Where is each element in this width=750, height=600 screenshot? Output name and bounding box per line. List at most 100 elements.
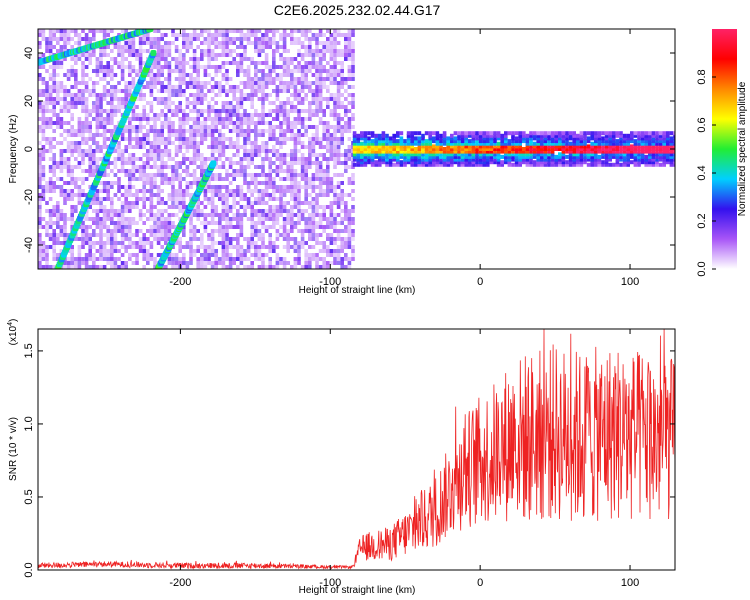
- band-cell: [432, 147, 436, 151]
- noise-cell: [41, 129, 46, 133]
- band-cell: [529, 133, 533, 138]
- noise-cell: [138, 57, 143, 61]
- noise-cell: [192, 133, 197, 137]
- band-cell: [500, 160, 504, 165]
- noise-cell: [275, 221, 280, 225]
- noise-cell: [232, 97, 236, 101]
- noise-cell: [178, 217, 182, 221]
- noise-cell: [300, 133, 305, 137]
- noise-cell: [322, 121, 326, 125]
- band-cell: [579, 139, 584, 144]
- noise-cell: [110, 129, 114, 133]
- noise-cell: [84, 101, 89, 105]
- band-cell: [432, 149, 436, 154]
- noise-cell: [146, 149, 150, 153]
- noise-cell: [102, 181, 107, 185]
- noise-cell: [228, 165, 233, 169]
- band-cell: [612, 141, 616, 146]
- noise-cell: [243, 113, 247, 117]
- noise-cell: [131, 129, 136, 133]
- noise-cell: [160, 197, 164, 201]
- band-cell: [604, 136, 609, 141]
- noise-cell: [138, 217, 143, 221]
- noise-cell: [196, 157, 200, 161]
- noise-cell: [268, 29, 272, 33]
- noise-cell: [160, 53, 164, 57]
- noise-cell: [290, 105, 294, 109]
- band-cell: [496, 133, 501, 138]
- noise-cell: [113, 245, 118, 249]
- noise-cell: [261, 133, 265, 137]
- noise-cell: [92, 109, 96, 113]
- noise-cell: [275, 257, 280, 261]
- noise-cell: [351, 233, 355, 237]
- band-cell: [370, 160, 375, 165]
- noise-cell: [164, 221, 168, 225]
- noise-cell: [171, 201, 175, 205]
- noise-cell: [347, 109, 352, 113]
- noise-cell: [214, 213, 218, 217]
- noise-cell: [243, 109, 247, 113]
- noise-cell: [351, 105, 355, 109]
- noise-cell: [221, 197, 226, 201]
- band-cell: [536, 144, 540, 149]
- noise-cell: [142, 237, 146, 241]
- noise-cell: [178, 185, 182, 189]
- band-cell: [547, 149, 551, 154]
- noise-cell: [300, 109, 305, 113]
- noise-cell: [174, 133, 179, 137]
- band-cell: [457, 147, 461, 151]
- band-cell: [633, 139, 638, 144]
- noise-cell: [192, 173, 197, 177]
- noise-cell: [207, 113, 211, 117]
- noise-cell: [149, 185, 154, 189]
- band-cell: [568, 162, 573, 167]
- noise-cell: [290, 217, 294, 221]
- noise-cell: [272, 57, 276, 61]
- noise-cell: [142, 213, 146, 217]
- noise-cell: [308, 69, 312, 73]
- noise-cell: [59, 241, 64, 245]
- noise-cell: [297, 253, 301, 257]
- noise-cell: [135, 105, 139, 109]
- noise-cell: [225, 53, 229, 57]
- noise-cell: [167, 45, 172, 49]
- noise-cell: [268, 173, 272, 177]
- noise-cell: [210, 133, 215, 137]
- noise-cell: [138, 137, 143, 141]
- noise-cell: [92, 89, 96, 93]
- noise-cell: [311, 53, 316, 57]
- noise-cell: [344, 57, 348, 61]
- noise-cell: [63, 229, 67, 233]
- noise-cell: [142, 161, 146, 165]
- noise-cell: [250, 245, 254, 249]
- noise-cell: [142, 249, 146, 253]
- band-cell: [662, 141, 666, 146]
- noise-cell: [48, 185, 53, 189]
- noise-cell: [38, 193, 42, 197]
- noise-cell: [293, 245, 298, 249]
- band-cell: [662, 160, 666, 165]
- band-cell: [540, 139, 544, 144]
- noise-cell: [236, 89, 240, 93]
- noise-cell: [322, 53, 326, 57]
- band-cell: [669, 157, 674, 162]
- band-cell: [597, 141, 602, 146]
- noise-cell: [70, 97, 74, 101]
- noise-cell: [124, 185, 128, 189]
- noise-cell: [347, 145, 352, 149]
- noise-cell: [192, 81, 197, 85]
- noise-cell: [336, 213, 341, 217]
- noise-cell: [156, 193, 161, 197]
- noise-cell: [56, 217, 60, 221]
- noise-cell: [308, 61, 312, 65]
- noise-cell: [153, 165, 157, 169]
- noise-cell: [236, 209, 240, 213]
- noise-cell: [203, 137, 208, 141]
- noise-cell: [192, 93, 197, 97]
- noise-cell: [322, 265, 326, 269]
- noise-cell: [326, 193, 330, 197]
- band-cell: [493, 136, 497, 141]
- noise-cell: [243, 205, 247, 209]
- band-cell: [399, 131, 404, 136]
